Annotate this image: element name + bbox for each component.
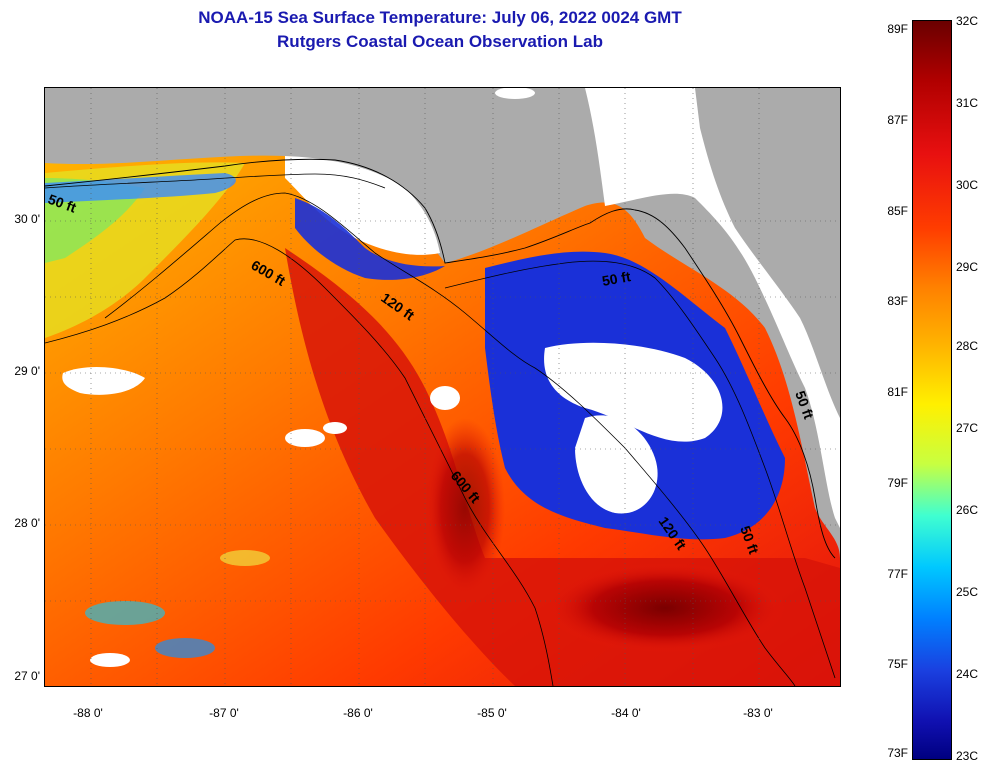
colorbar-label-celsius: 25C xyxy=(956,585,979,599)
cloud-cover xyxy=(495,88,535,99)
cloud-cover xyxy=(544,342,723,442)
colorbar-label-fahrenheit: 83F xyxy=(887,294,908,308)
longitude-label: -87 0' xyxy=(209,706,239,720)
chart-title: NOAA-15 Sea Surface Temperature: July 06… xyxy=(198,8,682,27)
title-block: NOAA-15 Sea Surface Temperature: July 06… xyxy=(40,6,840,54)
colorbar-label-celsius: 27C xyxy=(956,421,979,435)
cool-water-patch xyxy=(155,638,215,658)
isobath-50ft xyxy=(45,173,386,189)
cool-water-patch xyxy=(85,601,165,625)
isobath-600ft xyxy=(45,238,554,686)
colorbar-label-fahrenheit: 89F xyxy=(887,22,908,36)
colorbar-label-fahrenheit: 73F xyxy=(887,746,908,760)
colorbar-label-celsius: 32C xyxy=(956,14,979,28)
isobath-120ft xyxy=(104,192,796,686)
colorbar-label-fahrenheit: 81F xyxy=(887,385,908,399)
cloud-cover xyxy=(430,386,460,410)
florida-land xyxy=(695,88,840,418)
colorbar-label-celsius: 23C xyxy=(956,749,979,763)
hot-spot xyxy=(545,563,785,653)
coastline xyxy=(45,158,836,559)
latitude-label: 29 0' xyxy=(14,364,40,378)
colorbar-label-celsius: 30C xyxy=(956,178,979,192)
cool-water-patch xyxy=(220,550,270,566)
latitude-label: 28 0' xyxy=(14,516,40,530)
cloud-cover xyxy=(90,653,130,667)
colorbar-label-fahrenheit: 75F xyxy=(887,657,908,671)
temperature-colorbar xyxy=(912,20,952,760)
cloud-cover xyxy=(323,422,347,434)
colorbar-label-fahrenheit: 87F xyxy=(887,113,908,127)
chart-subtitle: Rutgers Coastal Ocean Observation Lab xyxy=(277,32,603,51)
longitude-label: -86 0' xyxy=(343,706,373,720)
latitude-label: 30 0' xyxy=(14,212,40,226)
hot-spot xyxy=(425,418,505,598)
cloud-cover xyxy=(285,156,440,255)
longitude-label: -85 0' xyxy=(477,706,507,720)
longitude-label: -88 0' xyxy=(73,706,103,720)
cloud-cover xyxy=(62,366,145,395)
colorbar-label-celsius: 29C xyxy=(956,260,979,274)
colorbar-label-celsius: 28C xyxy=(956,339,979,353)
sst-map: 50 ft 600 ft 120 ft 50 ft 600 ft 120 ft … xyxy=(44,87,841,687)
colorbar-label-fahrenheit: 85F xyxy=(887,204,908,218)
sst-map-svg: 50 ft 600 ft 120 ft 50 ft 600 ft 120 ft … xyxy=(45,88,840,686)
latitude-label: 27 0' xyxy=(14,669,40,683)
colorbar-label-celsius: 31C xyxy=(956,96,979,110)
isobath-50ft xyxy=(444,260,836,679)
cloud-cover xyxy=(285,429,325,447)
colorbar-label-celsius: 26C xyxy=(956,503,979,517)
colorbar-label-celsius: 24C xyxy=(956,667,979,681)
colorbar-label-fahrenheit: 77F xyxy=(887,567,908,581)
cold-water-region xyxy=(295,198,445,280)
colorbar-label-fahrenheit: 79F xyxy=(887,476,908,490)
isobath-label: 50 ft xyxy=(601,268,632,289)
cloud-cover xyxy=(575,415,658,514)
longitude-label: -83 0' xyxy=(743,706,773,720)
longitude-label: -84 0' xyxy=(611,706,641,720)
